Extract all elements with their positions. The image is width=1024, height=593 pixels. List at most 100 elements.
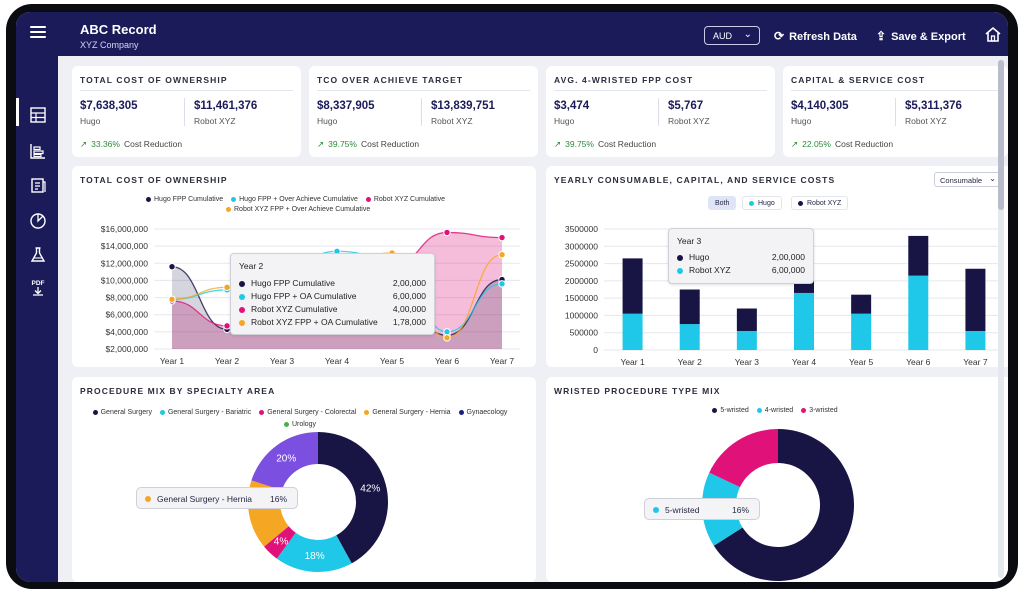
- bar-segment[interactable]: [965, 330, 986, 350]
- tooltip-value: 2,00,000: [771, 252, 805, 262]
- legend-item[interactable]: General Surgery - Hernia: [364, 409, 451, 416]
- legend-dot: [92, 409, 98, 415]
- legend-label: 3-wristed: [809, 407, 838, 414]
- refresh-data-button[interactable]: ⟳ Refresh Data: [774, 29, 857, 43]
- legend-dot: [283, 421, 289, 427]
- bar-segment[interactable]: [679, 289, 700, 325]
- legend-label: General Surgery - Hernia: [372, 409, 451, 416]
- flask-icon[interactable]: [29, 246, 47, 264]
- legend-item[interactable]: Gynaecology: [458, 409, 507, 416]
- legend-item[interactable]: 5-wristed: [712, 407, 749, 414]
- tooltip-dot: [677, 255, 683, 261]
- data-point[interactable]: [498, 251, 506, 259]
- kpi-trend: ↗ 33.36% Cost Reduction: [80, 139, 182, 150]
- save-label: Save & Export: [891, 31, 966, 43]
- tooltip-row: Robot XYZ Cumulative 4,00,000: [239, 304, 426, 317]
- legend-item[interactable]: 3-wristed: [801, 407, 838, 414]
- legend-item[interactable]: General Surgery: [92, 409, 152, 416]
- bar-segment[interactable]: [736, 330, 757, 350]
- data-point[interactable]: [443, 328, 451, 336]
- bar-segment[interactable]: [908, 235, 929, 276]
- bar-segment[interactable]: [965, 268, 986, 331]
- kpi-card: TCO OVER ACHIEVE TARGET $8,337,905 Hugo $13…: [309, 66, 538, 157]
- spreadsheet-icon[interactable]: [29, 106, 47, 124]
- bar-segment[interactable]: [622, 258, 643, 314]
- pie-chart-icon[interactable]: [29, 212, 47, 230]
- legend-item[interactable]: Urology: [84, 419, 516, 430]
- slice-label: 42%: [360, 484, 380, 495]
- x-tick-label: Year 1: [620, 357, 645, 367]
- donut-slice[interactable]: [276, 532, 352, 572]
- procedure-chart-title: PROCEDURE MIX BY SPECIALTY AREA: [80, 386, 276, 396]
- menu-icon[interactable]: [30, 26, 46, 38]
- tooltip-value: 4,00,000: [392, 304, 426, 314]
- tco-chart-card: TOTAL COST OF OWNERSHIP Hugo FPP Cumulat…: [72, 166, 536, 367]
- kpi-percent: 33.36%: [91, 139, 120, 149]
- bar-segment[interactable]: [851, 294, 872, 314]
- currency-select[interactable]: AUD ⌄: [704, 26, 760, 45]
- legend-dot: [364, 409, 370, 415]
- x-tick-label: Year 4: [325, 356, 350, 366]
- kpi-robot-label: Robot XYZ: [905, 116, 947, 126]
- legend-item[interactable]: Hugo FPP Cumulative: [146, 196, 223, 203]
- legend-label: Robot XYZ FPP + Over Achieve Cumulative: [234, 206, 371, 213]
- clipboard-icon[interactable]: [29, 176, 47, 194]
- yearly-costs-card: YEARLY CONSUMABLE, CAPITAL, AND SERVICE …: [546, 166, 1008, 367]
- donut-slice[interactable]: [264, 526, 296, 559]
- bar-segment[interactable]: [851, 313, 872, 350]
- y-tick-label: $10,000,000: [101, 275, 149, 285]
- kpi-hugo-label: Hugo: [317, 116, 338, 126]
- chevron-down-icon: ⌄: [989, 174, 996, 183]
- legend-dot: [365, 196, 371, 202]
- kpi-robot-label: Robot XYZ: [431, 116, 473, 126]
- five-wristed-dot: [653, 507, 659, 513]
- kpi-robot-value: $5,767: [668, 100, 704, 112]
- tooltip-label: Hugo FPP + OA Cumulative: [251, 291, 357, 301]
- y-tick-label: 2500000: [565, 259, 598, 269]
- data-point[interactable]: [168, 295, 176, 303]
- donut-slice[interactable]: [713, 429, 854, 581]
- pdf-download-icon[interactable]: PDF: [29, 280, 47, 298]
- home-icon[interactable]: [984, 26, 1002, 48]
- toggle-hugo[interactable]: Hugo: [742, 196, 782, 210]
- wristed-badge: 5-wristed 16%: [644, 498, 760, 520]
- scrollbar-thumb[interactable]: [998, 60, 1004, 210]
- x-tick-label: Year 6: [435, 356, 460, 366]
- divider: [791, 90, 1000, 91]
- divider: [184, 98, 185, 126]
- save-export-button[interactable]: ⇪ Save & Export: [876, 29, 966, 43]
- legend-item[interactable]: General Surgery - Colorectal: [259, 409, 356, 416]
- bar-segment[interactable]: [794, 292, 814, 350]
- data-point[interactable]: [443, 334, 451, 342]
- bar-segment[interactable]: [622, 313, 643, 350]
- legend-item[interactable]: Robot XYZ Cumulative: [365, 196, 445, 203]
- donut-slice[interactable]: [251, 432, 318, 491]
- data-point[interactable]: [168, 263, 176, 271]
- data-point[interactable]: [443, 228, 451, 237]
- data-point[interactable]: [498, 280, 506, 288]
- toggle-both[interactable]: Both: [708, 196, 737, 210]
- legend-label: Hugo FPP Cumulative: [154, 196, 224, 203]
- app-screen: ABC Record XYZ Company AUD ⌄ ⟳ Refresh Da…: [16, 12, 1008, 582]
- kpi-robot-label: Robot XYZ: [668, 116, 710, 126]
- legend-item[interactable]: Robot XYZ FPP + Over Achieve Cumulative: [226, 206, 445, 213]
- toggle-robot[interactable]: Robot XYZ: [791, 196, 849, 210]
- bar-segment[interactable]: [908, 275, 929, 350]
- kpi-percent: 22.05%: [802, 139, 831, 149]
- legend-item[interactable]: General Surgery - Bariatric: [159, 409, 251, 416]
- legend-item[interactable]: 4-wristed: [756, 407, 793, 414]
- tooltip-row: Hugo FPP Cumulative 2,00,000: [239, 278, 426, 291]
- legend-item[interactable]: Hugo FPP + Over Achieve Cumulative: [231, 196, 358, 203]
- y-tick-label: $16,000,000: [101, 224, 149, 234]
- donut-slice[interactable]: [318, 432, 388, 564]
- bar-chart-icon[interactable]: [29, 142, 47, 160]
- slice-label: 20%: [276, 453, 296, 464]
- data-point[interactable]: [498, 233, 506, 242]
- pdf-label: PDF: [31, 280, 45, 287]
- bar-segment[interactable]: [736, 308, 757, 331]
- donut-slice[interactable]: [709, 429, 778, 488]
- scrollbar[interactable]: [998, 60, 1004, 578]
- tooltip-label: Robot XYZ: [689, 265, 731, 275]
- kpi-hugo-label: Hugo: [80, 116, 101, 126]
- bar-segment[interactable]: [679, 324, 700, 350]
